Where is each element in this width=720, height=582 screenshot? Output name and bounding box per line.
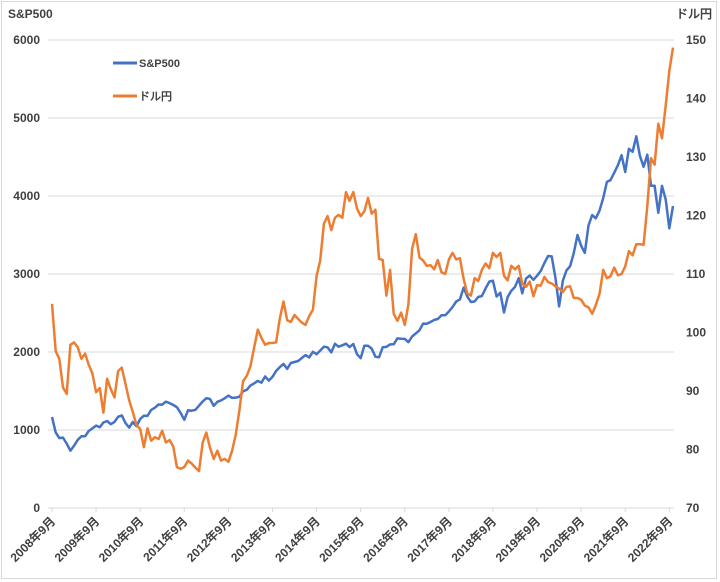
x-tick-label: 2013年9月 bbox=[227, 514, 278, 565]
y-axis-left-title: S&P500 bbox=[8, 7, 53, 21]
y-axis-left: 0 1000 2000 3000 4000 5000 6000 bbox=[13, 33, 40, 515]
x-tick-label: 2020年9月 bbox=[536, 514, 587, 565]
x-tick-label: 2022年9月 bbox=[624, 514, 675, 565]
x-axis: 2008年9月2009年9月2010年9月2011年9月2012年9月2013年… bbox=[7, 508, 675, 565]
x-tick-label: 2018年9月 bbox=[448, 514, 499, 565]
y-right-tick-label: 130 bbox=[686, 150, 706, 164]
y-left-tick-label: 6000 bbox=[13, 33, 40, 47]
x-tick-label: 2012年9月 bbox=[183, 514, 234, 565]
y-left-tick-label: 2000 bbox=[13, 345, 40, 359]
y-right-tick-label: 100 bbox=[686, 326, 706, 340]
y-right-tick-label: 120 bbox=[686, 209, 706, 223]
legend: S&P500 ドル円 bbox=[113, 58, 180, 103]
y-right-tick-label: 80 bbox=[686, 443, 700, 457]
y-left-tick-label: 3000 bbox=[13, 267, 40, 281]
y-right-tick-label: 70 bbox=[686, 501, 700, 515]
x-tick-label: 2015年9月 bbox=[316, 514, 367, 565]
y-axis-right-title: ドル円 bbox=[676, 7, 712, 21]
x-tick-label: 2019年9月 bbox=[492, 514, 543, 565]
x-tick-label: 2009年9月 bbox=[51, 514, 102, 565]
y-left-tick-label: 5000 bbox=[13, 111, 40, 125]
y-right-tick-label: 90 bbox=[686, 384, 700, 398]
y-right-tick-label: 150 bbox=[686, 33, 706, 47]
x-tick-label: 2010年9月 bbox=[95, 514, 146, 565]
y-right-tick-label: 110 bbox=[686, 267, 706, 281]
legend-label-sp500: S&P500 bbox=[139, 58, 180, 70]
x-tick-label: 2016年9月 bbox=[360, 514, 411, 565]
y-axis-right: 70 80 90 100 110 120 130 140 150 bbox=[686, 33, 706, 515]
x-tick-label: 2014年9月 bbox=[272, 514, 323, 565]
y-left-tick-label: 4000 bbox=[13, 189, 40, 203]
x-tick-label: 2021年9月 bbox=[580, 514, 631, 565]
y-left-tick-label: 1000 bbox=[13, 423, 40, 437]
x-tick-label: 2008年9月 bbox=[7, 514, 58, 565]
series-line-usdjpy bbox=[50, 47, 675, 473]
y-right-tick-label: 140 bbox=[686, 92, 706, 106]
x-tick-label: 2011年9月 bbox=[140, 514, 191, 565]
series-lines bbox=[50, 47, 675, 473]
x-tick-label: 2017年9月 bbox=[404, 514, 455, 565]
series-line-sp500 bbox=[50, 135, 675, 452]
gridlines bbox=[48, 39, 674, 509]
y-left-tick-label: 0 bbox=[33, 501, 40, 515]
legend-label-usdjpy: ドル円 bbox=[139, 90, 172, 103]
